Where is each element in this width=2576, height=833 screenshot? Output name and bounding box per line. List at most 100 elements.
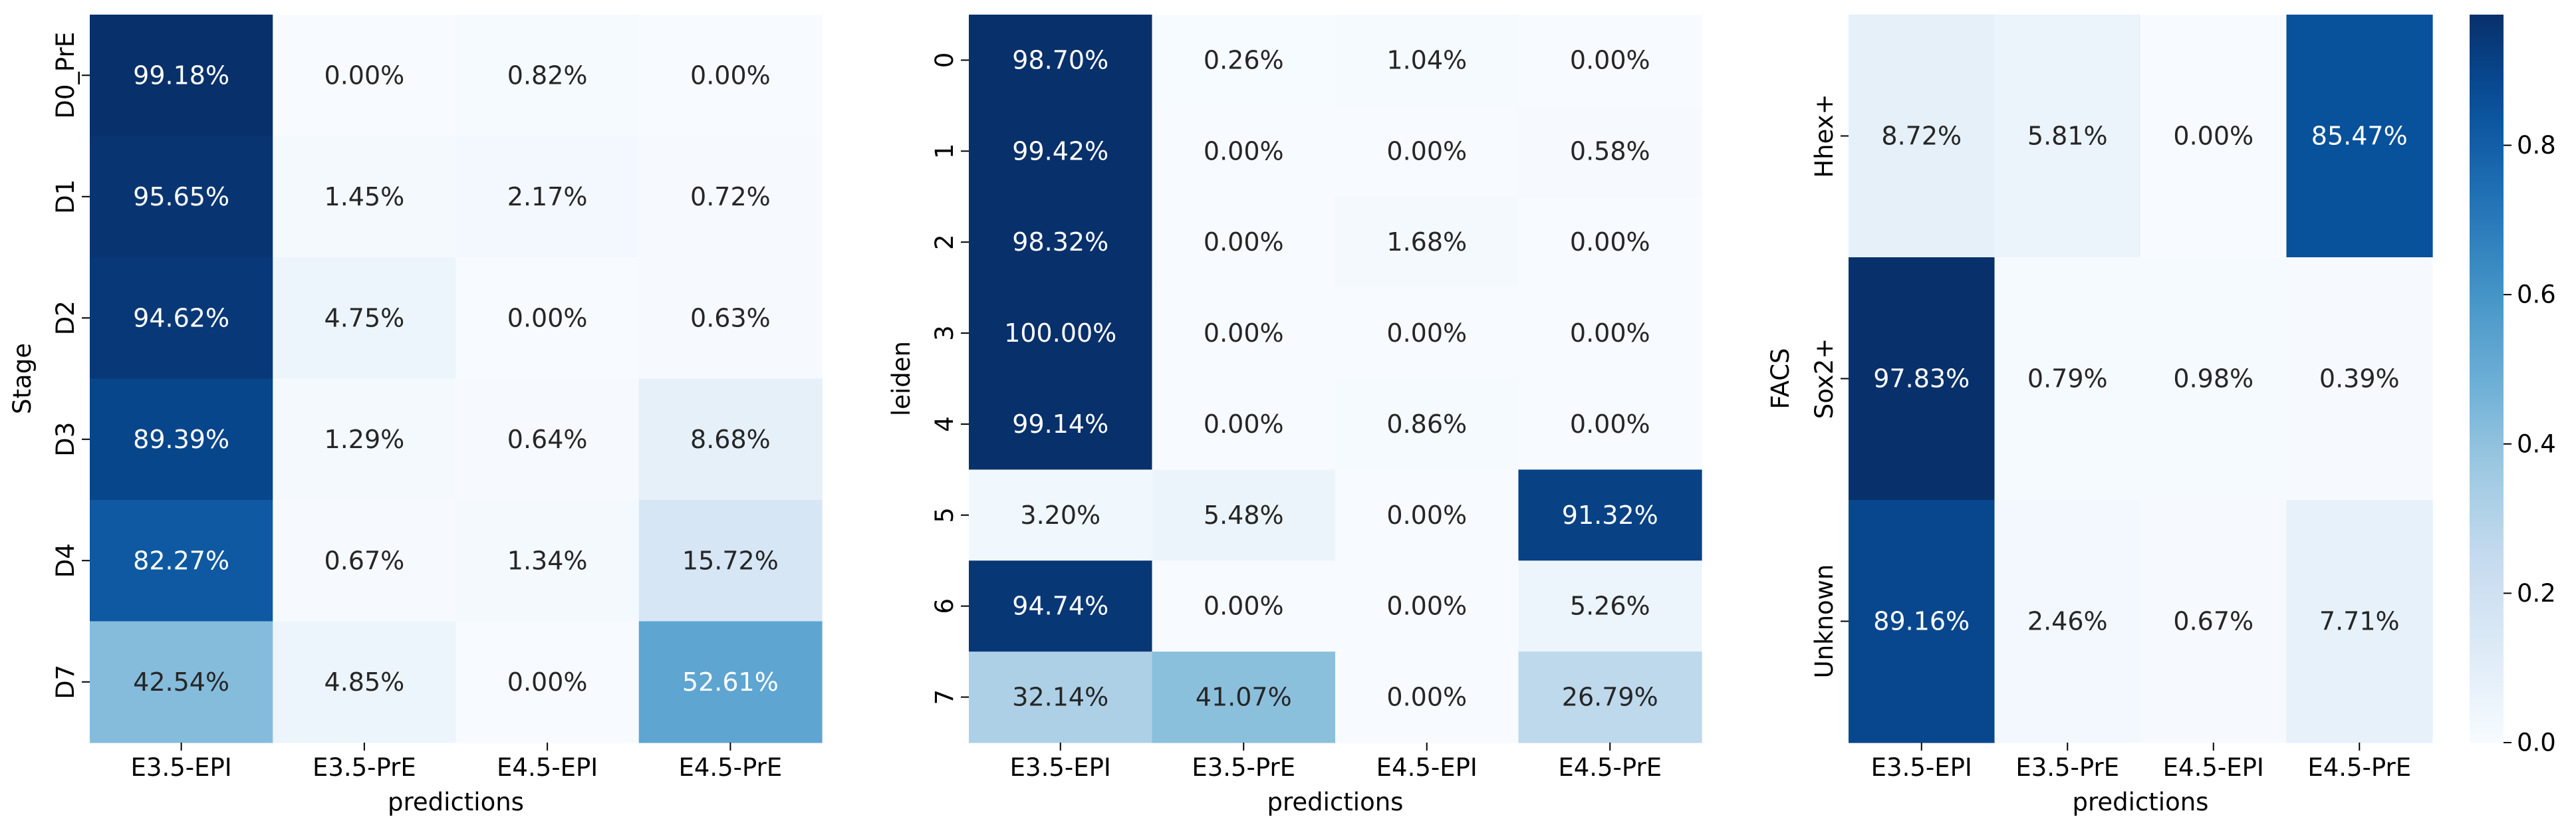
cell-value-label: 0.00% bbox=[1204, 318, 1284, 348]
colorbar-gradient bbox=[2470, 15, 2504, 743]
y-tick-label: D3 bbox=[51, 422, 80, 457]
cell-value-label: 0.98% bbox=[2173, 364, 2254, 394]
colorbar-tick-label: 0.6 bbox=[2517, 281, 2556, 309]
cell-value-label: 82.27% bbox=[133, 546, 229, 575]
cell-value-label: 26.79% bbox=[1562, 683, 1658, 712]
x-tick-label: E4.5-PrE bbox=[678, 753, 782, 782]
y-tick-label: 2 bbox=[930, 234, 959, 250]
x-tick-label: E3.5-PrE bbox=[2015, 753, 2119, 782]
heatmap-cell bbox=[1335, 196, 1519, 289]
heatmap-cell bbox=[1518, 378, 1702, 470]
heatmap-cell bbox=[1152, 196, 1336, 289]
cell-value-label: 1.29% bbox=[324, 425, 405, 454]
heatmap-cell bbox=[1518, 105, 1702, 197]
y-tick-label: 3 bbox=[930, 325, 959, 341]
cell-value-label: 0.72% bbox=[690, 182, 771, 211]
cell-value-label: 5.48% bbox=[1204, 501, 1284, 530]
cell-value-label: 0.39% bbox=[2319, 364, 2400, 394]
y-tick-label: 4 bbox=[930, 416, 959, 432]
heatmap-cell bbox=[455, 378, 640, 501]
cell-value-label: 0.00% bbox=[1204, 410, 1284, 439]
y-tick-label: Hhex+ bbox=[1810, 94, 1839, 178]
heatmap-cell bbox=[1335, 378, 1519, 470]
cell-value-label: 0.00% bbox=[1204, 592, 1284, 621]
x-axis-label: predictions bbox=[1267, 788, 1404, 816]
cell-value-label: 100.00% bbox=[1004, 318, 1116, 348]
heatmap-leiden: 98.70% 0.26% 1.04% 0.00% 99.42% 0.00% 0.00% 0.5… bbox=[887, 15, 1702, 816]
cell-value-label: 1.34% bbox=[507, 546, 588, 575]
colorbar-tick-label: 0.2 bbox=[2517, 579, 2556, 608]
heatmap-cell bbox=[2286, 257, 2433, 501]
heatmap-cell bbox=[1335, 652, 1519, 743]
heatmap-cell bbox=[638, 15, 823, 137]
heatmap-cell bbox=[1152, 105, 1336, 197]
cell-value-label: 1.45% bbox=[324, 182, 405, 211]
heatmap-cell bbox=[969, 287, 1153, 380]
cell-value-label: 91.32% bbox=[1562, 501, 1658, 530]
heatmap-cell bbox=[455, 136, 640, 258]
heatmap-cell bbox=[455, 257, 640, 380]
cell-value-label: 0.79% bbox=[2027, 364, 2108, 394]
x-axis-label: predictions bbox=[2073, 788, 2209, 816]
heatmap-cell bbox=[1152, 560, 1336, 652]
heatmap-cell bbox=[1152, 287, 1336, 380]
cell-value-label: 0.00% bbox=[1386, 683, 1467, 712]
cell-value-label: 41.07% bbox=[1196, 683, 1292, 712]
heatmap-cell bbox=[273, 257, 457, 380]
heatmap-cell bbox=[1152, 652, 1336, 743]
cell-value-label: 98.32% bbox=[1012, 227, 1108, 257]
x-tick-label: E3.5-EPI bbox=[131, 753, 232, 782]
cell-value-label: 0.00% bbox=[1386, 592, 1467, 621]
cell-value-label: 0.00% bbox=[324, 60, 405, 90]
cell-value-label: 98.70% bbox=[1012, 45, 1108, 74]
colorbar: 0.0 0.2 0.4 0.6 0.8 bbox=[2470, 15, 2556, 757]
cell-value-label: 0.67% bbox=[2173, 607, 2254, 636]
cell-value-label: 0.63% bbox=[690, 303, 771, 332]
cell-value-label: 15.72% bbox=[682, 546, 779, 575]
cell-value-label: 0.00% bbox=[507, 303, 588, 332]
x-tick-label: E3.5-PrE bbox=[313, 753, 416, 782]
cell-value-label: 94.74% bbox=[1012, 592, 1108, 621]
cell-value-label: 0.00% bbox=[2173, 122, 2254, 151]
cell-value-label: 42.54% bbox=[133, 667, 229, 697]
cell-value-label: 99.42% bbox=[1012, 136, 1108, 166]
heatmap-cell bbox=[1994, 500, 2141, 743]
y-tick-label: 5 bbox=[930, 507, 959, 523]
heatmap-cell bbox=[90, 15, 273, 137]
x-tick-label: E3.5-EPI bbox=[1871, 753, 1972, 782]
heatmap-facs: 8.72% 5.81% 0.00% 85.47% 97.83% 0.79% 0.98% 0.3… bbox=[1766, 15, 2433, 816]
heatmap-cell bbox=[2140, 257, 2287, 501]
cell-value-label: 0.00% bbox=[1570, 45, 1650, 74]
cell-value-label: 1.04% bbox=[1386, 45, 1467, 74]
heatmap-cell bbox=[273, 500, 457, 622]
cell-value-label: 0.00% bbox=[1204, 227, 1284, 257]
cell-value-label: 8.72% bbox=[1881, 122, 1962, 151]
cell-value-label: 85.47% bbox=[2311, 122, 2408, 151]
heatmap-cell bbox=[1849, 15, 1996, 258]
heatmap-cell bbox=[1849, 257, 1996, 501]
heatmap-cell bbox=[455, 621, 640, 743]
heatmap-cell bbox=[1994, 15, 2141, 258]
heatmap-cell bbox=[1518, 287, 1702, 380]
heatmap-cell bbox=[969, 652, 1153, 743]
y-axis-label: FACS bbox=[1766, 348, 1795, 410]
heatmap-cell bbox=[1335, 560, 1519, 652]
y-tick-label: Sox2+ bbox=[1810, 338, 1839, 419]
heatmap-cell bbox=[273, 621, 457, 743]
x-tick-label: E4.5-EPI bbox=[497, 753, 598, 782]
heatmap-cell bbox=[638, 621, 823, 743]
y-tick-label: D2 bbox=[51, 300, 80, 335]
cell-value-label: 99.14% bbox=[1012, 410, 1108, 439]
cell-value-label: 0.86% bbox=[1386, 410, 1467, 439]
heatmap-cell bbox=[969, 560, 1153, 652]
cell-value-label: 0.00% bbox=[1204, 136, 1284, 166]
heatmap-cell bbox=[1152, 378, 1336, 470]
x-tick-label: E4.5-PrE bbox=[2307, 753, 2411, 782]
heatmap-cell bbox=[2286, 500, 2433, 743]
heatmap-cell bbox=[1335, 469, 1519, 561]
heatmap-cell bbox=[1518, 15, 1702, 106]
cell-value-label: 32.14% bbox=[1012, 683, 1108, 712]
y-tick-label: D1 bbox=[51, 179, 80, 214]
heatmap-cell bbox=[1335, 105, 1519, 197]
cell-value-label: 99.18% bbox=[133, 60, 229, 90]
